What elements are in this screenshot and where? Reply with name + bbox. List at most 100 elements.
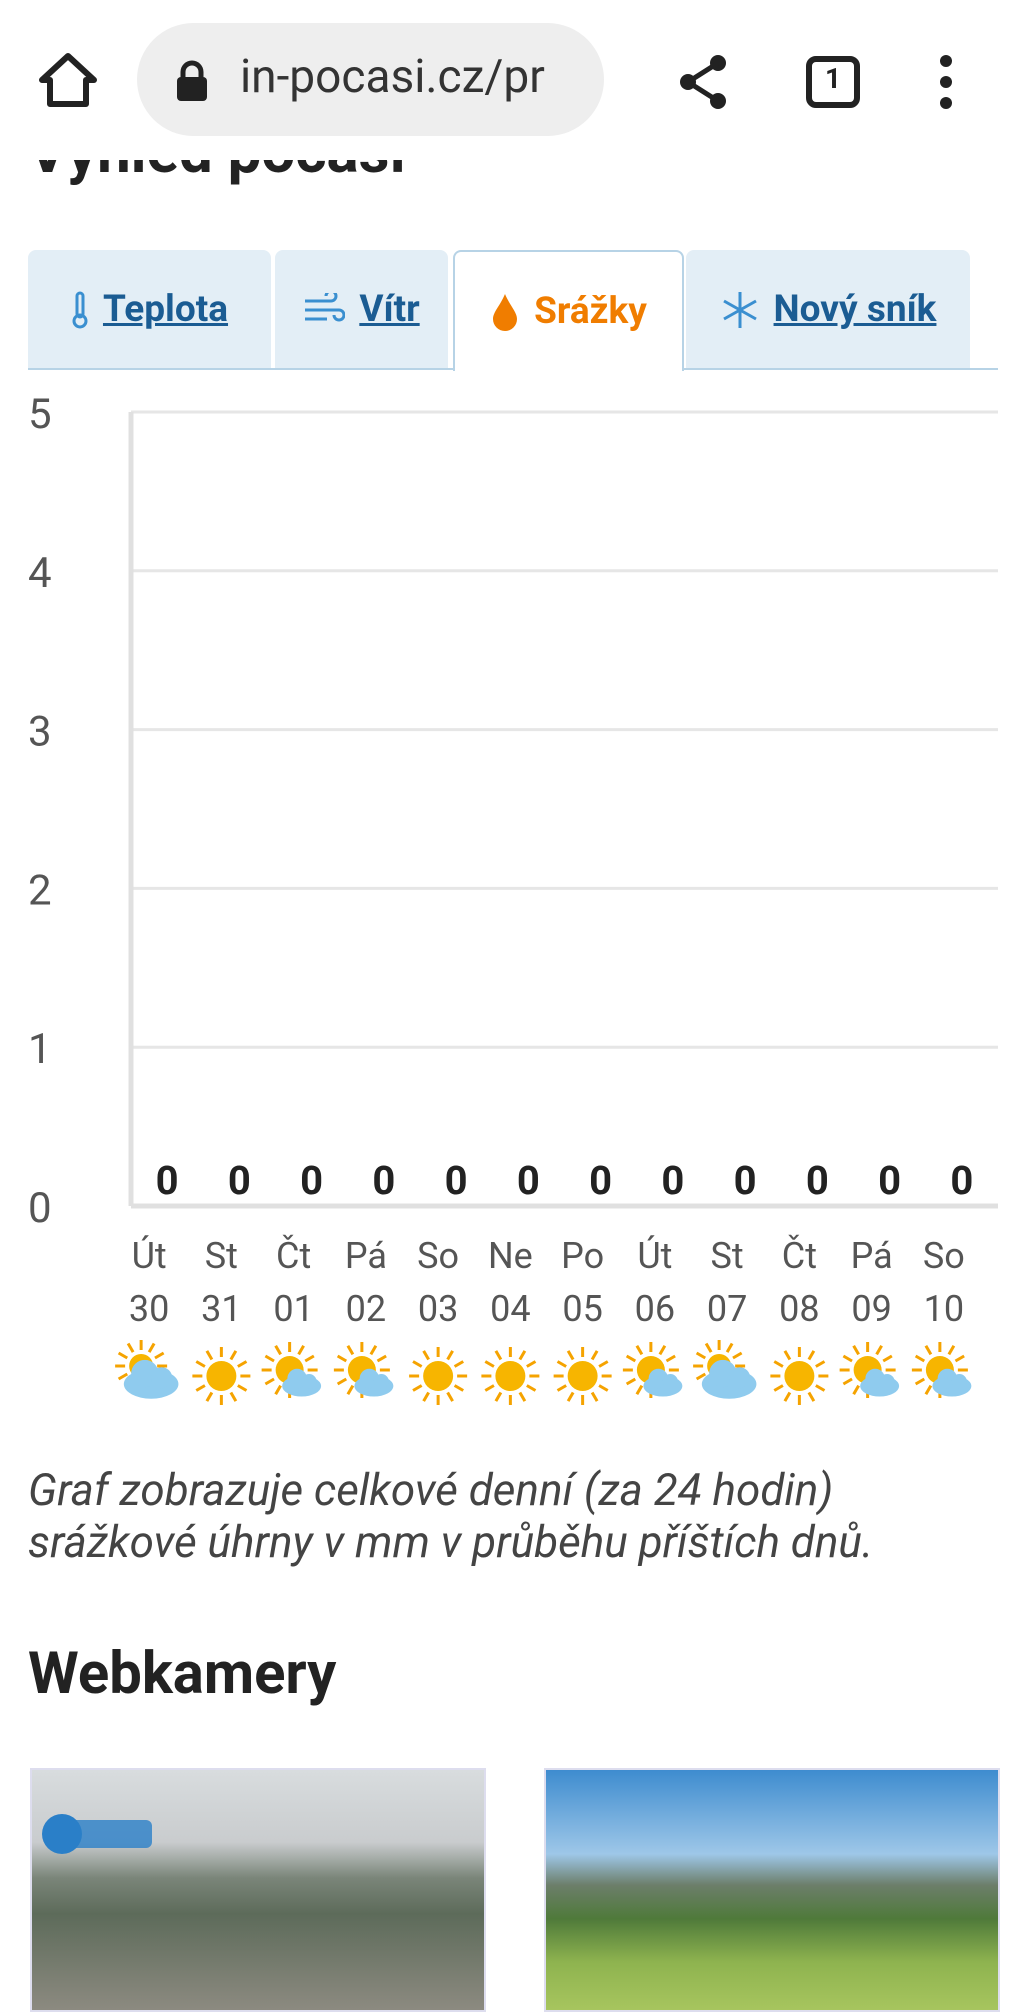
x-tick-label: St <box>205 1235 238 1277</box>
sun-ray <box>422 1391 430 1402</box>
sun-ray <box>773 1360 784 1368</box>
sun-ray <box>704 1342 713 1353</box>
sun-ray <box>237 1360 248 1368</box>
sun-ray <box>484 1384 495 1392</box>
sun-ray <box>274 1345 282 1356</box>
sun-ray <box>346 1345 355 1356</box>
webcam-image[interactable] <box>544 1768 1000 2012</box>
cloud <box>373 1374 389 1389</box>
url-bar[interactable] <box>137 23 604 136</box>
sun-ray <box>852 1384 860 1395</box>
sun-ray <box>205 1391 214 1402</box>
sun-ray <box>126 1342 135 1353</box>
sun-ray <box>815 1360 826 1368</box>
sun-ray <box>924 1345 933 1356</box>
sun-ray <box>205 1350 214 1361</box>
sun-ray <box>336 1377 348 1386</box>
tabs-button[interactable] <box>806 56 860 108</box>
sun-ray <box>842 1377 853 1386</box>
sun-ray <box>154 1351 165 1360</box>
lock-icon <box>177 60 207 101</box>
sun-ray <box>914 1377 926 1386</box>
sun-ray <box>807 1391 816 1402</box>
sun-ray <box>556 1360 567 1368</box>
tab-label[interactable]: Vítr <box>359 288 420 331</box>
home-button[interactable] <box>38 52 98 108</box>
section-heading: Webkamery <box>28 1640 337 1708</box>
sun-ray <box>695 1372 707 1381</box>
tab[interactable]: Teplota <box>28 250 271 369</box>
value-label: 0 <box>156 1157 179 1204</box>
wind-icon <box>305 292 346 321</box>
x-tick-label: Ne <box>488 1235 533 1277</box>
sun-ray <box>635 1345 644 1356</box>
sun-ray <box>484 1360 495 1368</box>
y-tick-label: 2 <box>28 866 52 915</box>
x-tick-label: Čt <box>782 1233 817 1277</box>
x-tick-label: St <box>711 1235 744 1277</box>
tab[interactable]: Vítr <box>275 250 448 369</box>
sun-ray <box>304 1354 315 1363</box>
x-tick-label: Pá <box>851 1235 893 1277</box>
sun-ray <box>369 1345 378 1356</box>
share-button[interactable] <box>678 54 730 110</box>
y-tick-label: 5 <box>28 390 52 439</box>
sun-ray <box>494 1350 503 1361</box>
sun-disc <box>495 1361 526 1391</box>
sun-ray <box>494 1391 503 1402</box>
sun-ray <box>625 1377 637 1386</box>
value-label: 0 <box>228 1157 251 1204</box>
sun-ray <box>297 1345 305 1356</box>
value-label: 0 <box>950 1157 973 1204</box>
snow-icon <box>722 291 757 328</box>
y-tick-label: 1 <box>28 1025 52 1074</box>
webcam-image[interactable] <box>30 1768 486 2012</box>
url-text[interactable]: in-pocasi.cz/pr <box>240 50 545 104</box>
cloud <box>151 1367 173 1389</box>
value-label: 0 <box>589 1157 612 1204</box>
weather-icon <box>115 1340 179 1399</box>
sun-ray <box>947 1345 956 1356</box>
x-tick-date: 01 <box>273 1288 313 1330</box>
tab-count[interactable]: 1 <box>824 62 842 95</box>
weather-icon <box>409 1347 468 1405</box>
y-tick-label: 4 <box>28 549 52 598</box>
sun-ray <box>117 1351 129 1360</box>
sun-ray <box>346 1384 355 1395</box>
menu-button[interactable] <box>934 54 958 110</box>
weather-icon <box>911 1342 972 1398</box>
sun-ray <box>237 1384 248 1392</box>
sun-ray <box>518 1391 527 1402</box>
y-tick-label: 0 <box>28 1184 52 1233</box>
x-tick-date: 30 <box>129 1288 169 1330</box>
sun-ray <box>229 1350 238 1361</box>
sun-ray <box>566 1391 575 1402</box>
tab[interactable]: Nový sník <box>686 250 970 369</box>
sun-ray <box>725 1342 734 1353</box>
sun-ray <box>556 1384 567 1392</box>
sun-ray <box>635 1384 644 1395</box>
weather-icon <box>839 1342 900 1398</box>
sun-ray <box>117 1372 129 1381</box>
sun-ray <box>852 1345 860 1356</box>
sun-ray <box>773 1384 784 1392</box>
value-label: 0 <box>300 1157 323 1204</box>
tab-active[interactable]: Srážky <box>453 250 684 371</box>
sun-ray <box>147 1342 156 1353</box>
tab-label[interactable]: Nový sník <box>773 288 937 331</box>
cloud <box>662 1374 678 1389</box>
tab-label[interactable]: Teplota <box>102 288 229 331</box>
x-tick-label: Čt <box>276 1233 311 1277</box>
sun-ray <box>376 1354 387 1363</box>
sun-ray <box>882 1354 893 1363</box>
tab-label[interactable]: Srážky <box>534 290 647 333</box>
cloud <box>879 1374 895 1389</box>
sun-ray <box>695 1351 707 1360</box>
sun-ray <box>807 1350 816 1361</box>
sun-ray <box>566 1350 575 1361</box>
x-tick-date: 06 <box>635 1288 675 1330</box>
sun-ray <box>453 1384 464 1392</box>
browser-toolbar: in-pocasi.cz/pr 1 <box>0 0 1024 160</box>
chart: 0123450Út300St310Čt010Pá020So030Ne040Po0… <box>28 390 998 1405</box>
thermometer-icon <box>72 291 88 328</box>
